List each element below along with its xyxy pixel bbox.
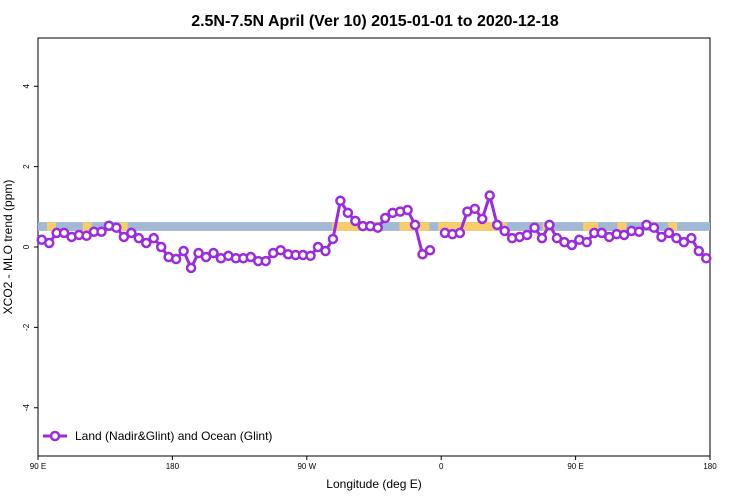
data-point xyxy=(469,203,481,215)
data-point xyxy=(477,213,488,225)
data-point xyxy=(111,222,122,233)
data-point xyxy=(208,247,219,259)
data-point xyxy=(663,227,675,239)
data-point xyxy=(529,222,540,233)
data-point xyxy=(327,233,339,245)
data-point xyxy=(185,262,197,274)
data-point xyxy=(305,250,316,262)
legend-marker-swatch xyxy=(49,430,61,442)
y-tick-label: 4 xyxy=(22,83,31,88)
data-point xyxy=(544,219,555,231)
data-point xyxy=(126,227,137,239)
data-point xyxy=(648,222,660,233)
band-land-segment xyxy=(46,222,56,231)
data-point xyxy=(342,207,354,219)
data-point xyxy=(148,232,159,244)
series-layer xyxy=(36,190,712,274)
data-point xyxy=(618,229,630,241)
x-tick-label: 90 E xyxy=(30,462,46,471)
data-point xyxy=(245,251,257,263)
y-tick-label: 2 xyxy=(22,164,31,169)
data-point xyxy=(320,245,331,257)
data-point xyxy=(275,244,286,256)
data-point xyxy=(372,222,383,233)
x-tick-label: 90 E xyxy=(567,462,583,471)
data-point xyxy=(141,237,152,249)
data-point xyxy=(671,232,682,244)
band-land-segment xyxy=(668,222,678,231)
data-point xyxy=(379,212,391,224)
data-point xyxy=(193,247,204,259)
data-point xyxy=(484,190,495,201)
data-point xyxy=(312,241,324,253)
band-land-segment xyxy=(617,222,627,231)
x-axis-label: Longitude (deg E) xyxy=(326,477,421,491)
data-point xyxy=(155,241,167,253)
data-point xyxy=(491,219,503,231)
data-point xyxy=(133,232,145,244)
x-tick-label: 90 W xyxy=(297,462,316,471)
x-tick-label: 180 xyxy=(703,462,717,471)
data-point xyxy=(693,245,705,257)
data-point xyxy=(454,227,466,239)
data-point xyxy=(551,232,563,244)
band-land-segment xyxy=(120,222,128,231)
data-point xyxy=(536,232,548,244)
data-point xyxy=(178,245,189,257)
band-land-segment xyxy=(438,222,507,231)
data-point xyxy=(335,195,346,207)
data-point xyxy=(409,219,421,231)
band-land-segment xyxy=(82,222,92,231)
data-point xyxy=(43,237,55,249)
y-axis-label: XCO2 - MLO trend (ppm) xyxy=(1,180,15,315)
data-point xyxy=(260,255,271,267)
data-point xyxy=(596,227,607,239)
data-point xyxy=(58,227,70,239)
data-point xyxy=(701,253,712,264)
legend: Land (Nadir&Glint) and Ocean (Glint) xyxy=(43,429,272,443)
data-point xyxy=(417,248,428,260)
data-point xyxy=(200,251,212,263)
data-point xyxy=(633,226,645,237)
data-point xyxy=(581,236,593,248)
chart-title: 2.5N-7.5N April (Ver 10) 2015-01-01 to 2… xyxy=(191,13,559,30)
y-tick-label: -4 xyxy=(22,404,31,412)
x-tick-label: 180 xyxy=(166,462,180,471)
data-point xyxy=(81,230,92,241)
y-tick-label: 0 xyxy=(22,244,31,249)
data-point xyxy=(118,231,130,243)
data-point xyxy=(686,232,697,244)
data-point xyxy=(350,215,361,227)
x-axis: 90 E 180 90 W 0 90 E 180 xyxy=(30,456,717,471)
data-point xyxy=(656,231,667,243)
data-point xyxy=(678,236,690,248)
y-tick-label: -2 xyxy=(22,323,31,331)
plot-frame xyxy=(37,37,711,457)
band-land-segment xyxy=(583,222,598,231)
x-tick-label: 0 xyxy=(439,462,444,471)
data-point xyxy=(499,225,510,237)
data-point xyxy=(521,229,533,241)
data-point xyxy=(402,204,413,216)
data-point xyxy=(424,244,436,256)
data-point xyxy=(170,253,182,265)
band-land-segment xyxy=(332,222,379,231)
legend-label: Land (Nadir&Glint) and Ocean (Glint) xyxy=(75,429,272,443)
data-point xyxy=(566,239,578,251)
data-point xyxy=(96,226,107,237)
y-axis: -4 -2 0 2 4 xyxy=(22,83,38,411)
